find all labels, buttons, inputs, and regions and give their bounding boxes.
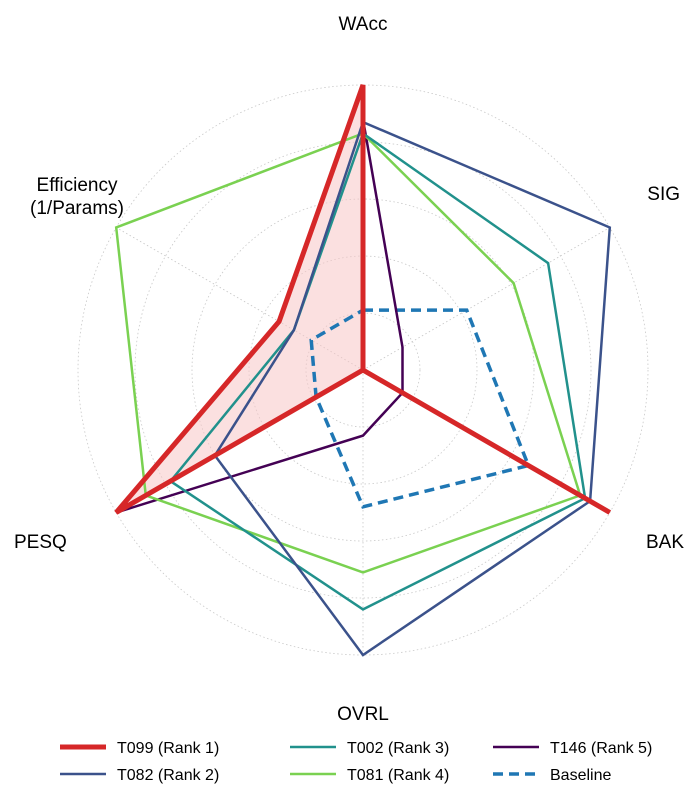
legend-label-t099-rank-1: T099 (Rank 1) <box>117 740 219 757</box>
legend-label-t146-rank-5: T146 (Rank 5) <box>550 740 652 757</box>
series-line-t081-rank-4 <box>114 132 582 574</box>
axis-label-efficiency: Efficiency (1/Params) <box>30 175 124 219</box>
legend-label-t002-rank-3: T002 (Rank 3) <box>347 740 449 757</box>
grid-spoke-6 <box>115 227 364 371</box>
series-line-t099-rank-1 <box>114 84 612 515</box>
grid-spoke-2 <box>362 227 611 371</box>
axis-label-wacc: WAcc <box>339 14 388 35</box>
legend-label-baseline: Baseline <box>550 767 611 784</box>
axis-label-bak: BAK <box>646 532 684 553</box>
legend: T099 (Rank 1) T002 (Rank 3) T146 (Rank 5) T… <box>60 740 652 784</box>
axis-label-ovrl: OVRL <box>337 704 389 725</box>
legend-label-t081-rank-4: T081 (Rank 4) <box>347 767 449 784</box>
series-line-baseline <box>309 308 531 509</box>
axis-label-sig: SIG <box>647 184 680 205</box>
grid-ring-5 <box>77 84 649 656</box>
legend-label-t082-rank-2: T082 (Rank 2) <box>117 767 219 784</box>
axis-label-layer: WAcc SIG BAK OVRL PESQ Efficiency (1/Params) <box>14 14 684 725</box>
series-line-t082-rank-2 <box>213 120 612 657</box>
grid-ring-4 <box>134 141 592 599</box>
axis-label-pesq: PESQ <box>14 532 67 553</box>
series-layer <box>114 84 612 657</box>
